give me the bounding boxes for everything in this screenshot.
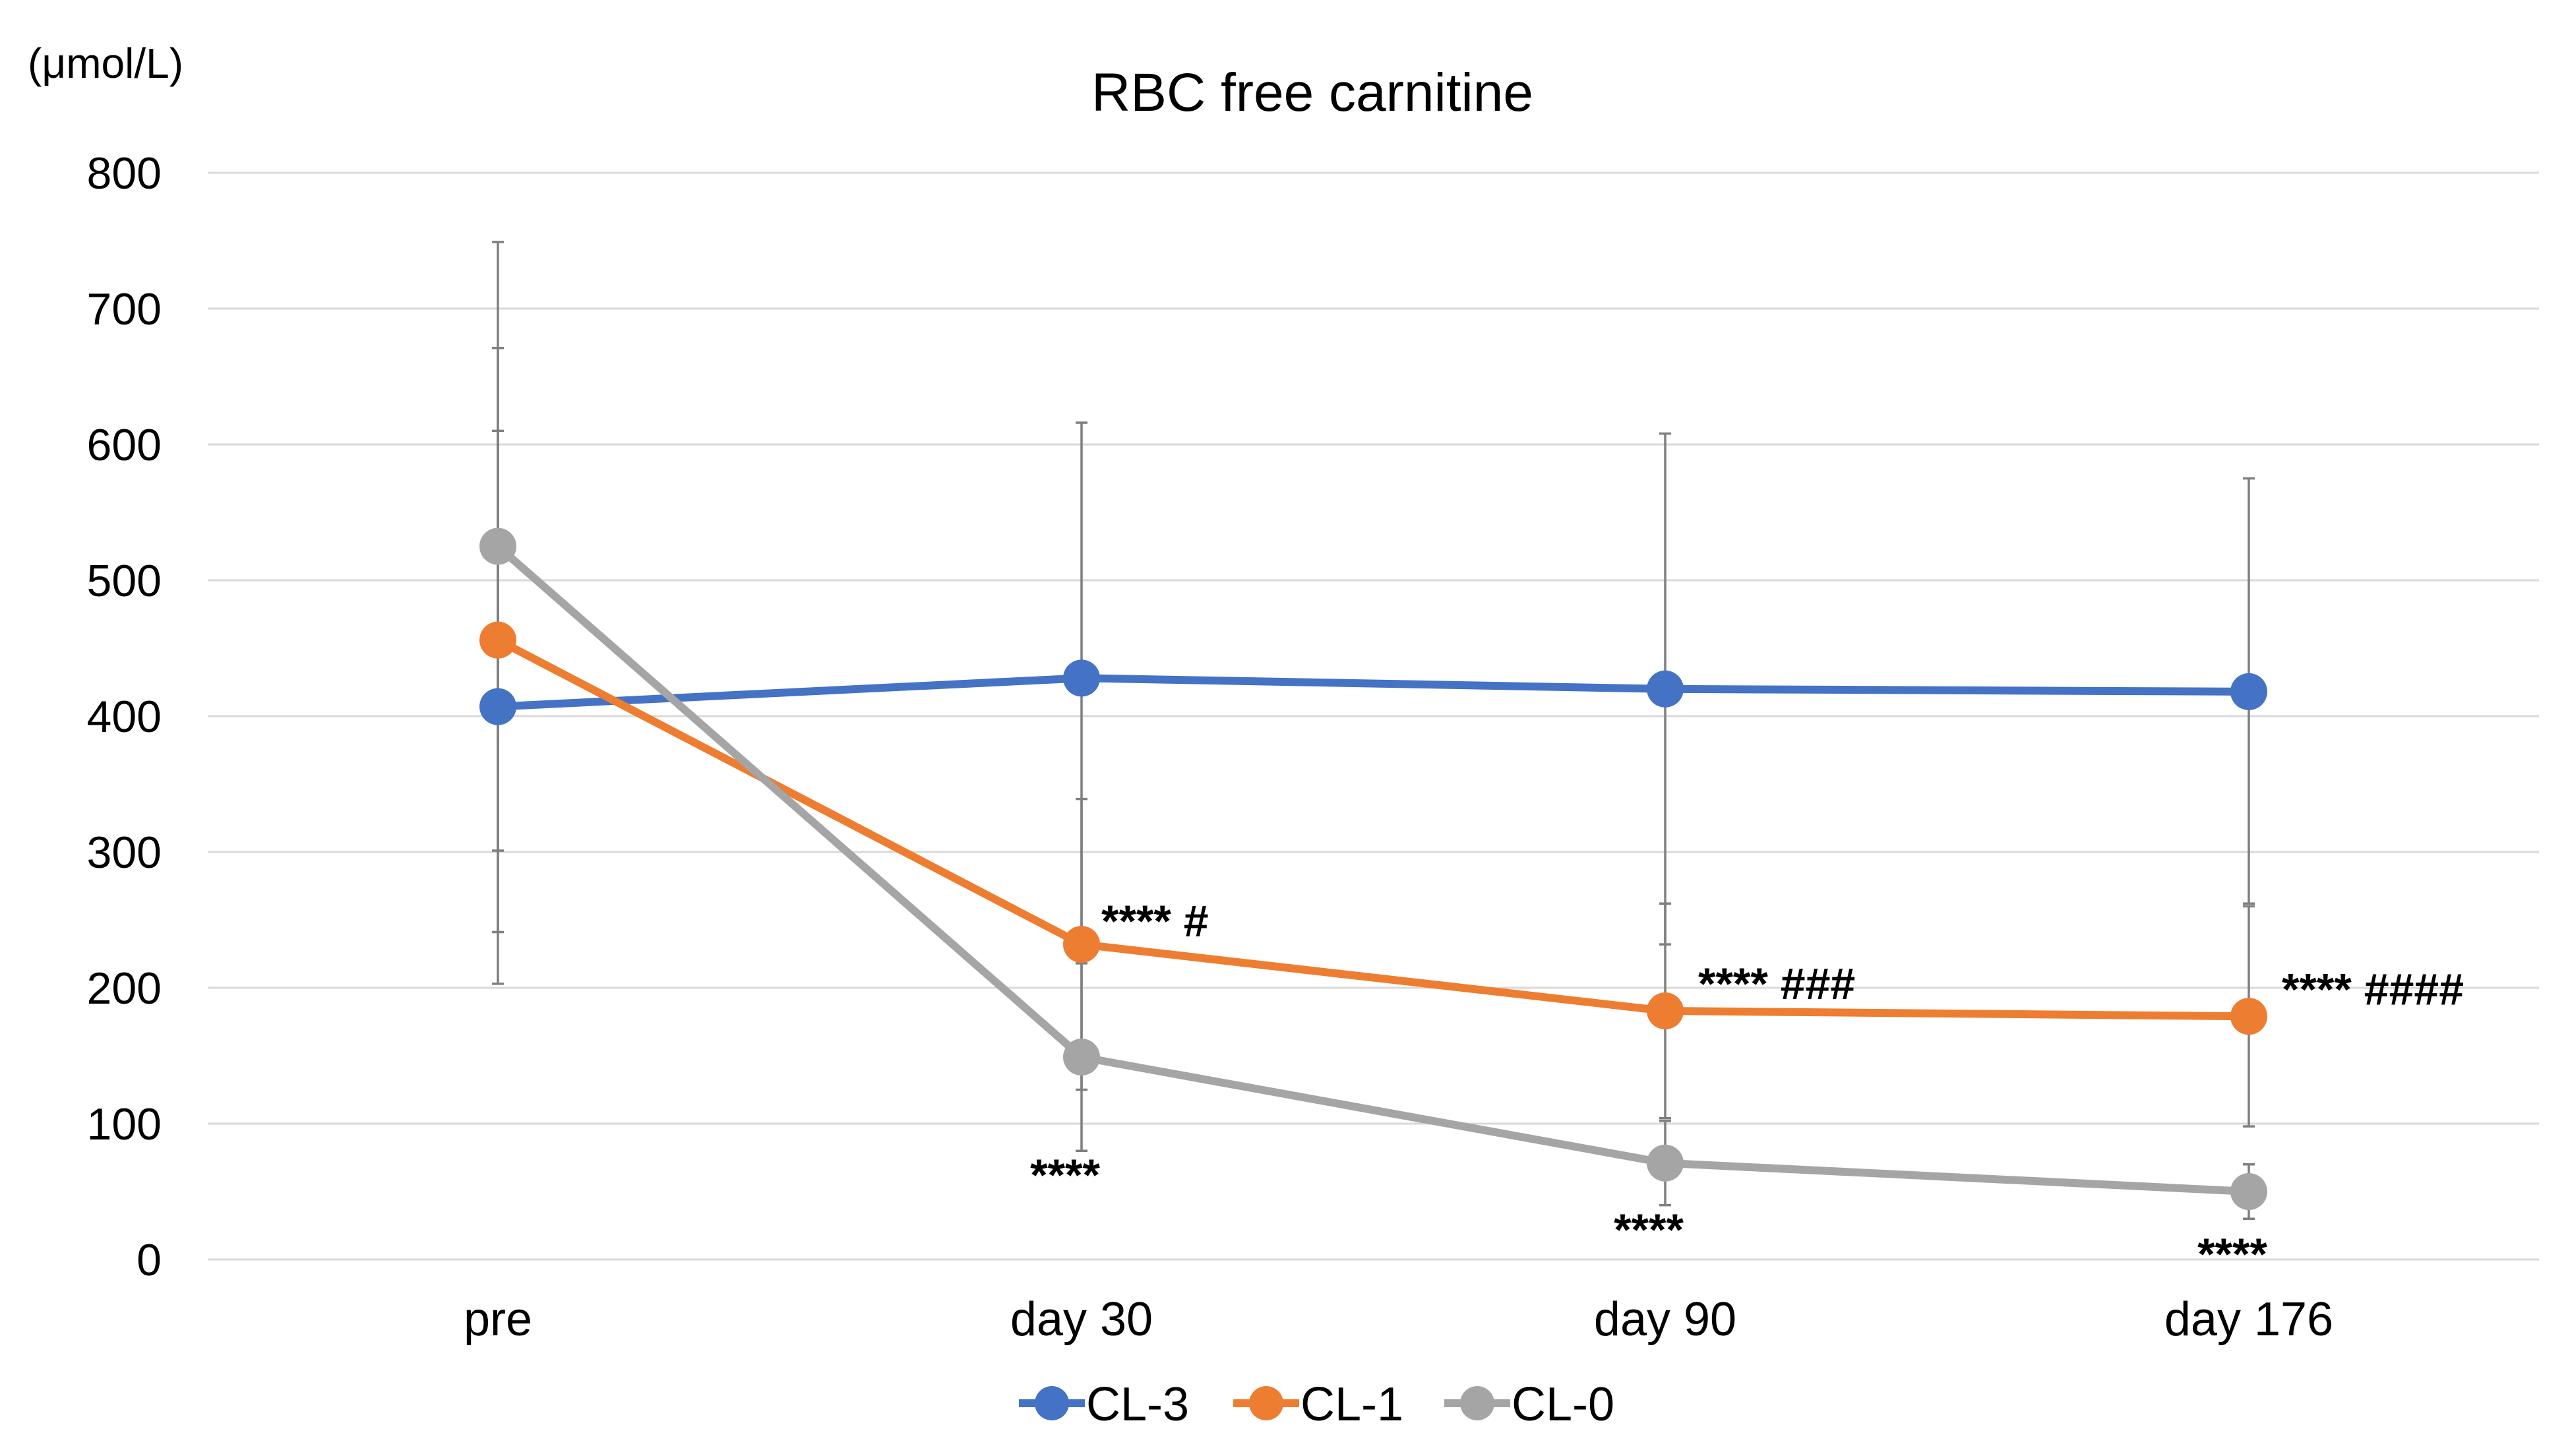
point-CL-0-1 bbox=[1063, 1039, 1100, 1076]
point-CL-0-0 bbox=[479, 528, 516, 565]
x-tick-label-0: pre bbox=[464, 1293, 532, 1346]
data-points bbox=[479, 528, 2267, 1210]
legend-label-CL-3: CL-3 bbox=[1086, 1378, 1189, 1431]
y-tick-label-200: 200 bbox=[87, 963, 162, 1014]
legend-label-CL-0: CL-0 bbox=[1512, 1378, 1614, 1431]
point-CL-1-3 bbox=[2230, 998, 2267, 1035]
x-tick-label-1: day 30 bbox=[1010, 1293, 1153, 1346]
point-CL-0-3 bbox=[2230, 1173, 2267, 1210]
point-CL-0-2 bbox=[1647, 1144, 1684, 1182]
annotation-4: **** bbox=[1614, 1205, 1684, 1255]
point-CL-1-2 bbox=[1647, 992, 1684, 1030]
y-tick-label-800: 800 bbox=[87, 148, 162, 198]
error-bars bbox=[492, 241, 2255, 1220]
y-tick-label-0: 0 bbox=[137, 1235, 162, 1285]
point-CL-3-0 bbox=[479, 688, 516, 725]
y-tick-label-400: 400 bbox=[87, 692, 162, 742]
legend-marker-CL-0 bbox=[1460, 1386, 1494, 1420]
y-tick-label-100: 100 bbox=[87, 1099, 162, 1149]
y-tick-label-500: 500 bbox=[87, 556, 162, 606]
annotation-2: **** #### bbox=[2282, 964, 2464, 1014]
y-tick-label-700: 700 bbox=[87, 284, 162, 334]
legend: CL-3 CL-1 CL-0 bbox=[1019, 1378, 1614, 1431]
point-CL-3-2 bbox=[1647, 670, 1684, 708]
x-tick-label-3: day 176 bbox=[2164, 1293, 2333, 1346]
annotation-5: **** bbox=[2197, 1229, 2267, 1279]
point-CL-1-1 bbox=[1063, 926, 1100, 963]
x-axis-ticks: pre day 30 day 90 day 176 bbox=[464, 1293, 2333, 1346]
annotation-1: **** ### bbox=[1698, 959, 1855, 1009]
point-CL-1-0 bbox=[479, 621, 516, 659]
y-tick-label-300: 300 bbox=[87, 828, 162, 878]
series-lines bbox=[495, 543, 2249, 1196]
annotation-3: **** bbox=[1030, 1150, 1100, 1200]
chart-title: RBC free carnitine bbox=[1091, 63, 1533, 123]
legend-label-CL-1: CL-1 bbox=[1300, 1378, 1403, 1431]
legend-marker-CL-3 bbox=[1035, 1386, 1069, 1420]
significance-annotations: **** # **** ### **** #### **** **** **** bbox=[1030, 896, 2464, 1279]
legend-marker-CL-1 bbox=[1249, 1386, 1283, 1420]
annotation-0: **** # bbox=[1101, 896, 1209, 946]
series-line-CL-0 bbox=[495, 543, 2249, 1196]
y-axis-unit-label: (μmol/L) bbox=[28, 40, 183, 87]
y-axis-ticks: 0 100 200 300 400 500 600 700 800 bbox=[87, 148, 162, 1285]
gridlines bbox=[208, 171, 2539, 1261]
x-tick-label-2: day 90 bbox=[1594, 1293, 1736, 1346]
point-CL-3-3 bbox=[2230, 673, 2267, 710]
series-line-CL-3 bbox=[497, 674, 2249, 711]
series-line-CL-1 bbox=[496, 636, 2249, 1021]
y-tick-label-600: 600 bbox=[87, 420, 162, 470]
point-CL-3-1 bbox=[1063, 659, 1100, 697]
